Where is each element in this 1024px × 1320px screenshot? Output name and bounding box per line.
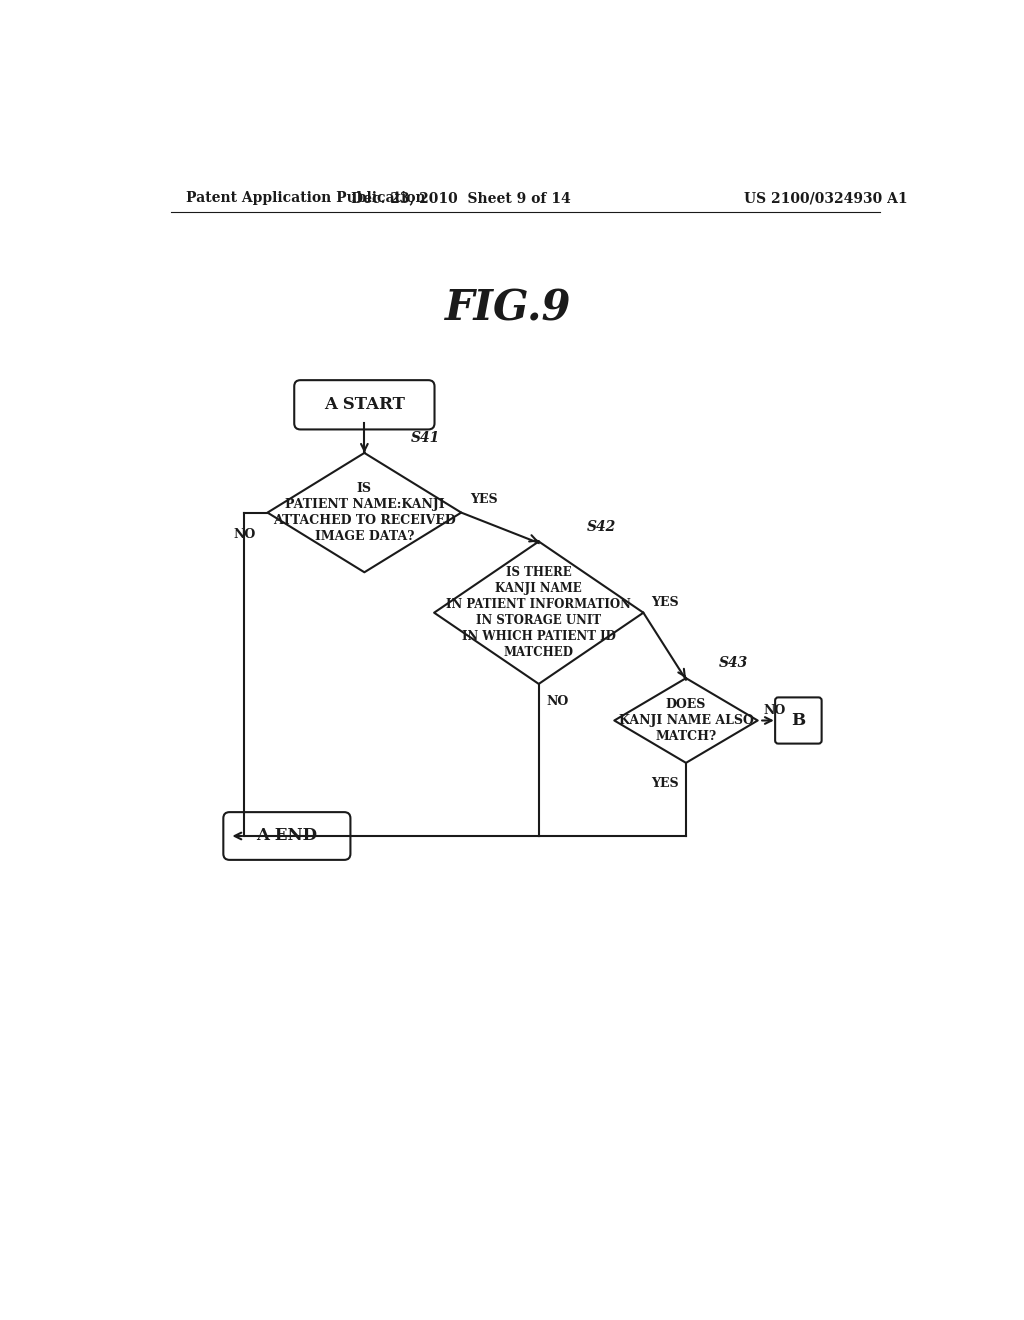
- Text: NO: NO: [764, 704, 786, 717]
- Text: NO: NO: [547, 696, 568, 709]
- Text: A END: A END: [256, 828, 317, 845]
- Text: NO: NO: [233, 528, 256, 541]
- Polygon shape: [614, 678, 758, 763]
- Text: US 2100/0324930 A1: US 2100/0324930 A1: [743, 191, 907, 206]
- Text: Dec. 23, 2010  Sheet 9 of 14: Dec. 23, 2010 Sheet 9 of 14: [351, 191, 571, 206]
- Text: S42: S42: [587, 520, 616, 533]
- Text: IS
PATIENT NAME:KANJI
ATTACHED TO RECEIVED
IMAGE DATA?: IS PATIENT NAME:KANJI ATTACHED TO RECEIV…: [273, 482, 456, 543]
- Polygon shape: [434, 541, 643, 684]
- Text: S43: S43: [719, 656, 748, 671]
- Text: Patent Application Publication: Patent Application Publication: [186, 191, 426, 206]
- Text: S41: S41: [411, 432, 440, 445]
- FancyBboxPatch shape: [294, 380, 434, 429]
- FancyBboxPatch shape: [223, 812, 350, 859]
- Text: YES: YES: [651, 595, 679, 609]
- Text: YES: YES: [650, 776, 678, 789]
- Text: DOES
KANJI NAME ALSO
MATCH?: DOES KANJI NAME ALSO MATCH?: [618, 698, 754, 743]
- Text: B: B: [792, 711, 806, 729]
- Text: FIG.9: FIG.9: [444, 288, 571, 330]
- Text: A START: A START: [324, 396, 404, 413]
- Text: IS THERE
KANJI NAME
IN PATIENT INFORMATION
IN STORAGE UNIT
IN WHICH PATIENT ID
M: IS THERE KANJI NAME IN PATIENT INFORMATI…: [446, 566, 631, 659]
- Text: YES: YES: [471, 494, 498, 507]
- Polygon shape: [267, 453, 461, 573]
- FancyBboxPatch shape: [775, 697, 821, 743]
